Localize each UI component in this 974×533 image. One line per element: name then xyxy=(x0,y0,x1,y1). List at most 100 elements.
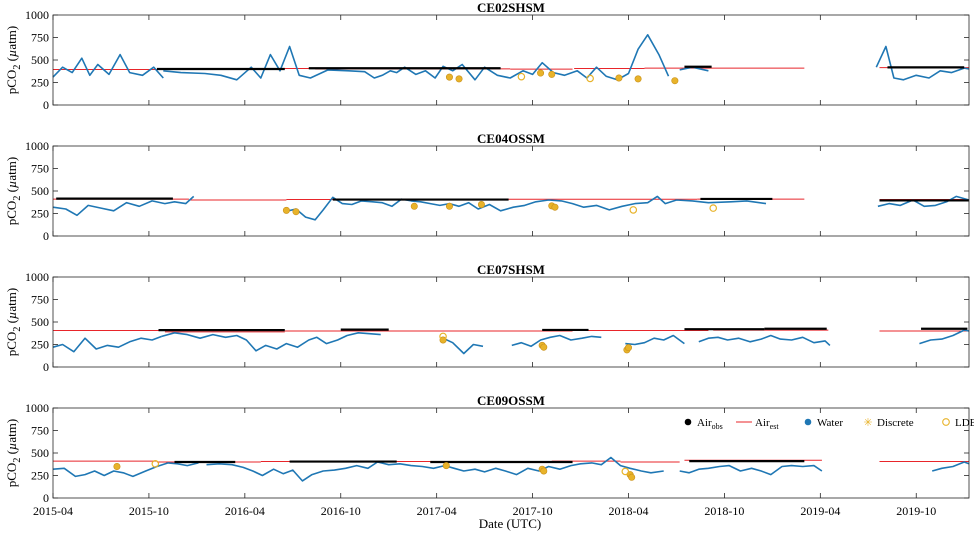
legend-marker xyxy=(942,418,950,426)
discrete-point xyxy=(551,203,559,211)
y-axis-label-paren: ( xyxy=(4,57,19,65)
y-axis-label-mu: µ xyxy=(4,50,19,58)
discrete-point xyxy=(540,343,548,351)
water-series xyxy=(625,334,685,346)
y-axis-label-base: pCO xyxy=(4,201,19,226)
y-axis-label-subscript: 2 xyxy=(12,65,23,70)
y-tick-label: 500 xyxy=(31,315,49,329)
discrete-point xyxy=(671,77,679,85)
y-axis-label-subscript: 2 xyxy=(12,196,23,201)
legend-label: Water xyxy=(817,417,843,429)
y-tick-label: 0 xyxy=(43,229,49,243)
y-axis-label-subscript: 2 xyxy=(12,458,23,463)
y-axis-label-base: pCO xyxy=(4,463,19,488)
y-axis-label: pCO2 (µatm) xyxy=(4,419,23,487)
y-axis-label-unit: atm) xyxy=(4,157,19,181)
discrete-point xyxy=(615,74,623,82)
discrete-point xyxy=(624,344,632,352)
discrete-point xyxy=(477,201,485,209)
water-series xyxy=(931,461,970,472)
water-series xyxy=(52,462,199,478)
axes-frame xyxy=(52,14,970,106)
legend-label: Airobs xyxy=(697,417,723,431)
ldeo-point xyxy=(709,204,718,212)
x-tick-label: 2015-04 xyxy=(33,504,73,518)
ldeo-point xyxy=(629,206,638,214)
discrete-point xyxy=(113,462,121,470)
y-axis-label-mu: µ xyxy=(4,181,19,189)
y-axis-label-paren: ( xyxy=(4,450,19,458)
y-tick-label: 250 xyxy=(31,338,49,352)
ldeo-point xyxy=(586,74,594,83)
discrete-point xyxy=(442,462,450,470)
legend-marker xyxy=(804,418,812,426)
y-tick-label: 0 xyxy=(43,360,49,374)
discrete-point xyxy=(410,202,418,210)
legend-item-discrete: ✳ Discrete xyxy=(863,417,913,429)
y-tick-label: 500 xyxy=(31,53,49,67)
y-axis-label-paren: ( xyxy=(4,319,19,327)
ldeo-point xyxy=(517,72,526,81)
y-axis-label-base: pCO xyxy=(4,332,19,357)
ldeo-point xyxy=(621,467,630,476)
ldeo-point xyxy=(151,459,160,468)
x-tick-label: 2019-10 xyxy=(896,504,936,518)
discrete-point xyxy=(445,202,453,210)
water-series xyxy=(52,335,162,353)
y-axis-label-paren: ( xyxy=(4,188,19,196)
y-axis-label-unit: atm) xyxy=(4,26,19,50)
y-tick-label: 1000 xyxy=(25,270,49,284)
y-tick-label: 250 xyxy=(31,76,49,90)
y-axis-label-subscript: 2 xyxy=(12,327,23,332)
legend-label-base: Discrete xyxy=(877,417,914,429)
water-series xyxy=(698,334,831,346)
discrete-point xyxy=(455,75,463,83)
discrete-point xyxy=(445,73,453,81)
y-axis-label: pCO2 (µatm) xyxy=(4,288,23,356)
legend-label-subscript: obs xyxy=(712,422,723,431)
x-axis-tick-labels: 2015-04 2015-10 2016-04 2016-10 2017-04 2017-… xyxy=(33,504,936,518)
legend-label-base: LDEO xyxy=(955,417,974,429)
y-axis-label-base: pCO xyxy=(4,70,19,95)
y-tick-label: 750 xyxy=(31,424,49,438)
legend-label-subscript: est xyxy=(770,422,780,431)
axes-frame xyxy=(52,276,970,368)
legend-marker: ✳ xyxy=(863,417,872,429)
water-series xyxy=(163,33,670,81)
discrete-point xyxy=(282,206,290,214)
y-axis-label-unit: atm) xyxy=(4,288,19,312)
x-tick-label: 2016-04 xyxy=(225,504,265,518)
x-tick-label: 2018-04 xyxy=(608,504,648,518)
water-series xyxy=(875,45,970,81)
legend-label-base: Water xyxy=(817,417,843,429)
y-tick-label: 1000 xyxy=(25,8,49,22)
water-series xyxy=(679,464,823,476)
x-tick-label: 2017-04 xyxy=(417,504,457,518)
panel-title: CE07SHSM xyxy=(477,262,545,277)
x-tick-label: 2015-10 xyxy=(129,504,169,518)
y-tick-label: 500 xyxy=(31,446,49,460)
y-tick-label: 750 xyxy=(31,31,49,45)
y-tick-label: 750 xyxy=(31,162,49,176)
y-tick-label: 1000 xyxy=(25,401,49,415)
y-axis-label-unit: atm) xyxy=(4,419,19,443)
legend-item-air-est: Airest xyxy=(736,417,779,431)
y-axis-label: pCO2 (µatm) xyxy=(4,26,23,94)
x-axis-label: Date (UTC) xyxy=(479,516,541,531)
discrete-point xyxy=(628,473,636,481)
y-tick-label: 1000 xyxy=(25,139,49,153)
legend-label: LDEO xyxy=(955,417,974,429)
legend-label-base: Air xyxy=(755,417,770,429)
water-series xyxy=(206,456,664,482)
y-axis-label-mu: µ xyxy=(4,312,19,320)
discrete-point xyxy=(540,467,548,475)
discrete-point xyxy=(292,208,300,216)
legend-item-ldeo: LDEO xyxy=(942,417,974,429)
x-tick-label: 2017-10 xyxy=(513,504,553,518)
legend-label: Airest xyxy=(755,417,779,431)
panel-title: CE09OSSM xyxy=(477,393,545,408)
